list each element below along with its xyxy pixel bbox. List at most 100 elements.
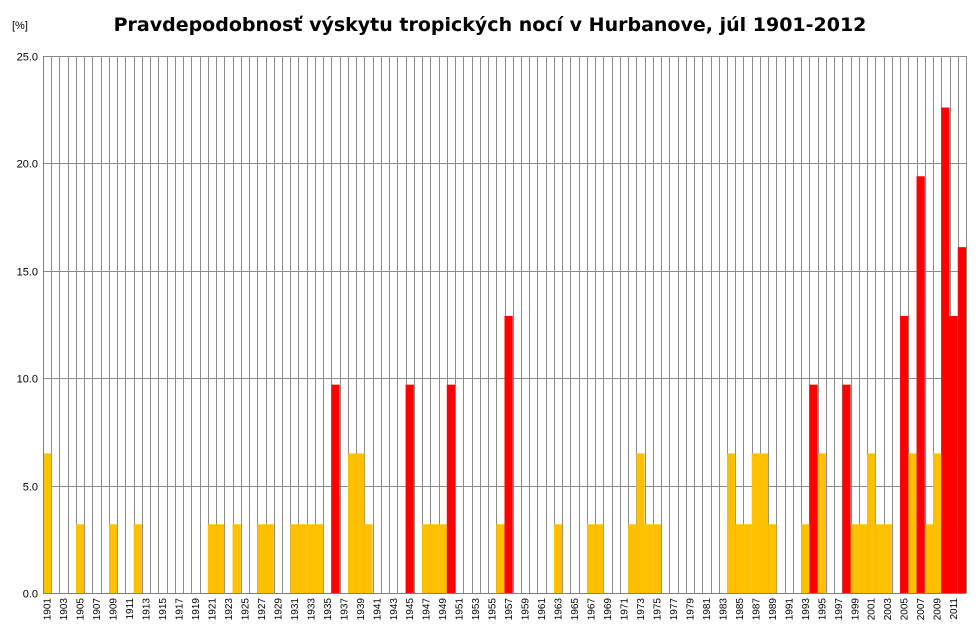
x-tick-label: 1953 [471, 598, 482, 621]
bar-1948 [430, 524, 439, 593]
x-tick-label: 1977 [669, 598, 680, 621]
bar-1950 [446, 384, 456, 593]
bar-2008 [924, 524, 934, 593]
bar-2010 [941, 107, 950, 594]
x-tick-label: 2011 [949, 598, 960, 620]
x-tick-label: 1917 [174, 598, 185, 621]
bar-1988 [759, 453, 769, 593]
x-tick-label: 1939 [356, 598, 367, 621]
x-tick-label: 2005 [900, 598, 911, 621]
bar-1967 [586, 524, 596, 593]
bar-1905 [75, 524, 85, 593]
bar-1932 [298, 524, 307, 593]
bar-1949 [438, 524, 447, 593]
x-tick-label: 1903 [59, 598, 70, 621]
x-tick-label: 1921 [207, 598, 218, 621]
x-tick-label: 1911 [125, 598, 136, 620]
bar-1931 [290, 524, 299, 593]
bar-1938 [347, 453, 357, 593]
bar-1974 [644, 524, 653, 593]
bar-1947 [422, 524, 431, 593]
x-tick-label: 1989 [768, 598, 779, 621]
x-tick-label: 1943 [389, 598, 400, 621]
x-tick-label: 1993 [801, 598, 812, 621]
bar-1957 [504, 315, 513, 593]
x-tick-label: 1997 [834, 598, 845, 621]
x-tick-label: 1907 [92, 598, 103, 621]
bar-2011 [949, 315, 958, 593]
axes [43, 56, 966, 594]
x-tick-label: 1965 [570, 598, 581, 621]
bar-1998 [842, 384, 851, 593]
x-tick-label: 1963 [554, 598, 565, 621]
y-tick-label: 10.0 [17, 374, 38, 386]
x-tick-label: 1979 [685, 598, 696, 621]
bar-1987 [751, 453, 760, 593]
x-tick-label: 1951 [455, 598, 466, 621]
bar-1986 [743, 524, 752, 593]
bar-1994 [809, 384, 818, 593]
bar-1963 [553, 524, 563, 593]
bar-1968 [595, 524, 604, 593]
bar-1985 [735, 524, 744, 593]
x-tick-label: 1947 [422, 598, 433, 621]
x-tick-label: 1973 [636, 598, 647, 621]
x-tick-label: 1913 [142, 598, 153, 621]
bar-2007 [916, 176, 925, 594]
bar-2003 [883, 524, 892, 593]
x-tick-label: 1909 [109, 598, 120, 621]
x-tick-label: 1915 [158, 598, 169, 621]
x-tick-label: 2007 [916, 598, 927, 621]
x-tick-label: 1995 [817, 598, 828, 621]
x-tick-label: 1983 [718, 598, 729, 621]
bar-2009 [933, 453, 942, 593]
bar-1999 [850, 524, 859, 593]
bar-2006 [908, 453, 917, 593]
x-tick-label: 1955 [488, 598, 499, 621]
bar-1940 [364, 524, 373, 593]
bar-1956 [496, 524, 505, 593]
y-tick-label: 25.0 [17, 52, 38, 64]
bar-1973 [636, 453, 645, 593]
x-tick-label: 1999 [850, 598, 861, 621]
bar-1989 [768, 524, 777, 593]
bar-2012 [957, 247, 966, 594]
bar-1924 [232, 524, 241, 593]
x-tick-label: 1935 [323, 598, 334, 621]
bar-1936 [331, 384, 340, 593]
bar-2000 [858, 524, 868, 593]
y-tick-label: 20.0 [17, 159, 38, 171]
x-tick-labels: 1901 1903 1905 1907 1909 1911 1913 1915 1917 1919… [43, 598, 961, 621]
x-tick-label: 1927 [257, 598, 268, 621]
bar-1995 [817, 453, 826, 593]
x-tick-label: 1959 [521, 598, 532, 621]
bar-1972 [628, 524, 637, 593]
bar-1927 [257, 524, 266, 593]
bar-1912 [133, 524, 142, 593]
x-tick-label: 2003 [883, 598, 894, 621]
bar-1984 [727, 453, 736, 593]
x-tick-label: 1967 [587, 598, 598, 621]
x-tick-label: 1949 [438, 598, 449, 621]
x-tick-label: 2001 [867, 598, 878, 621]
x-tick-label: 1931 [290, 598, 301, 621]
x-tick-label: 1905 [76, 598, 87, 621]
x-tick-label: 1985 [735, 598, 746, 621]
bar-1933 [306, 524, 315, 593]
bar-1945 [405, 384, 414, 593]
bar-2002 [875, 524, 884, 593]
x-tick-label: 1923 [224, 598, 235, 621]
x-tick-label: 1975 [652, 598, 663, 621]
y-tick-label: 0.0 [23, 589, 38, 601]
x-tick-label: 1991 [784, 598, 795, 621]
bar-1901 [43, 453, 52, 593]
bar-1993 [801, 524, 810, 593]
x-tick-label: 1933 [306, 598, 317, 621]
bars [43, 107, 966, 594]
x-tick-label: 1987 [751, 598, 762, 621]
y-tick-labels: 0.0 5.0 10.0 15.0 20.0 25.0 [17, 52, 38, 601]
bar-1939 [356, 453, 365, 593]
x-tick-label: 2009 [933, 598, 944, 621]
y-axis-unit-label: [%] [12, 20, 28, 32]
